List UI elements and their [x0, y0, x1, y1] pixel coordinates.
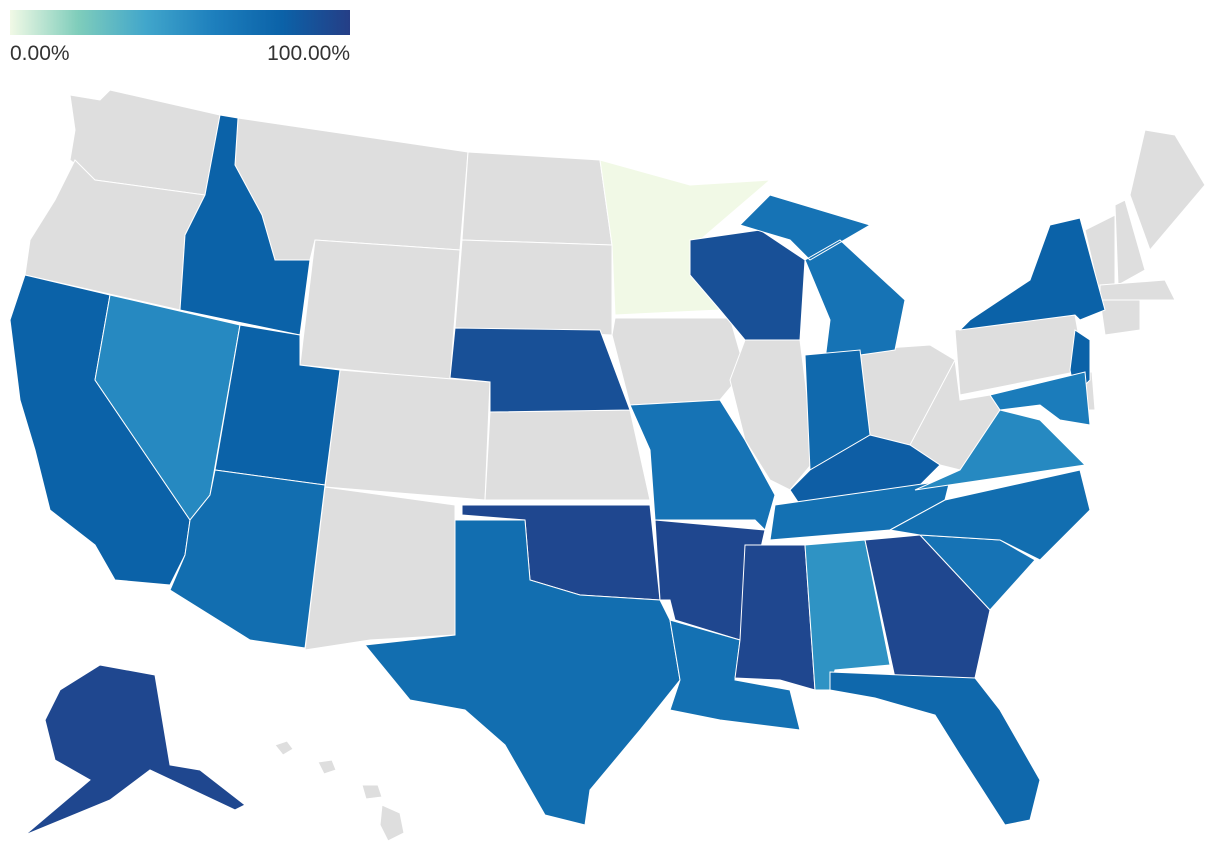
state [324, 369, 491, 501]
state [299, 239, 461, 381]
state [484, 409, 651, 501]
no-data-states [24, 89, 1206, 842]
legend-bar [10, 10, 350, 35]
legend-label: 0.00% [10, 42, 70, 65]
state [864, 534, 991, 679]
state [364, 519, 681, 826]
state [24, 664, 246, 836]
state [829, 671, 1041, 826]
state [729, 339, 816, 491]
state [1114, 199, 1146, 286]
state [274, 740, 405, 842]
state [454, 239, 613, 336]
state [734, 544, 816, 691]
state [304, 486, 456, 651]
state [888, 469, 1091, 561]
state [689, 229, 806, 341]
state [1129, 129, 1206, 251]
state [654, 519, 766, 641]
state [914, 409, 1087, 491]
state [449, 327, 631, 413]
state [611, 317, 746, 406]
state [461, 151, 613, 246]
state [179, 114, 311, 336]
state [769, 479, 951, 541]
data-states [9, 114, 1106, 836]
state [989, 371, 1091, 426]
state [169, 469, 326, 649]
state [958, 217, 1106, 331]
legend-label: 100.00% [267, 42, 350, 65]
state [234, 117, 469, 261]
state [1099, 299, 1141, 336]
state [739, 194, 906, 361]
